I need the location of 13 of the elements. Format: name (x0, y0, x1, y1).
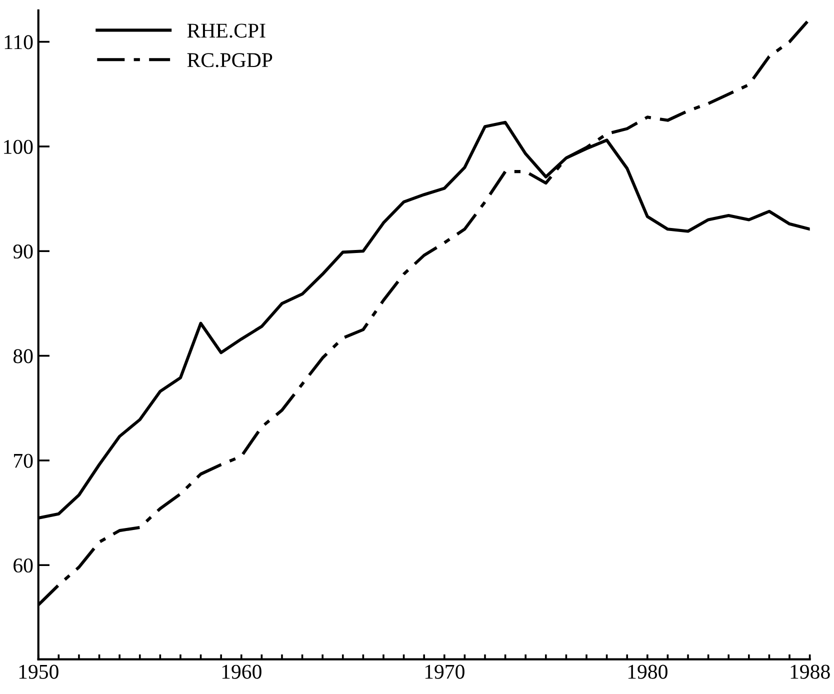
y-tick-label: 90 (13, 244, 33, 259)
legend-label: RC.PGDP (187, 53, 272, 68)
legend-label: RHE.CPI (187, 24, 266, 38)
y-tick-label: 60 (14, 558, 33, 573)
x-tick-label: 1960 (222, 664, 262, 679)
x-tick-label: 1950 (19, 664, 58, 679)
x-tick-label: 1970 (425, 664, 464, 679)
y-tick-label: 80 (13, 349, 33, 364)
y-tick-label: 100 (4, 140, 33, 154)
y-tick-label: 70 (14, 454, 33, 468)
x-tick-label: 1988 (790, 664, 830, 679)
y-tick-label: 110 (4, 35, 33, 50)
x-tick-label: 1980 (628, 664, 668, 679)
